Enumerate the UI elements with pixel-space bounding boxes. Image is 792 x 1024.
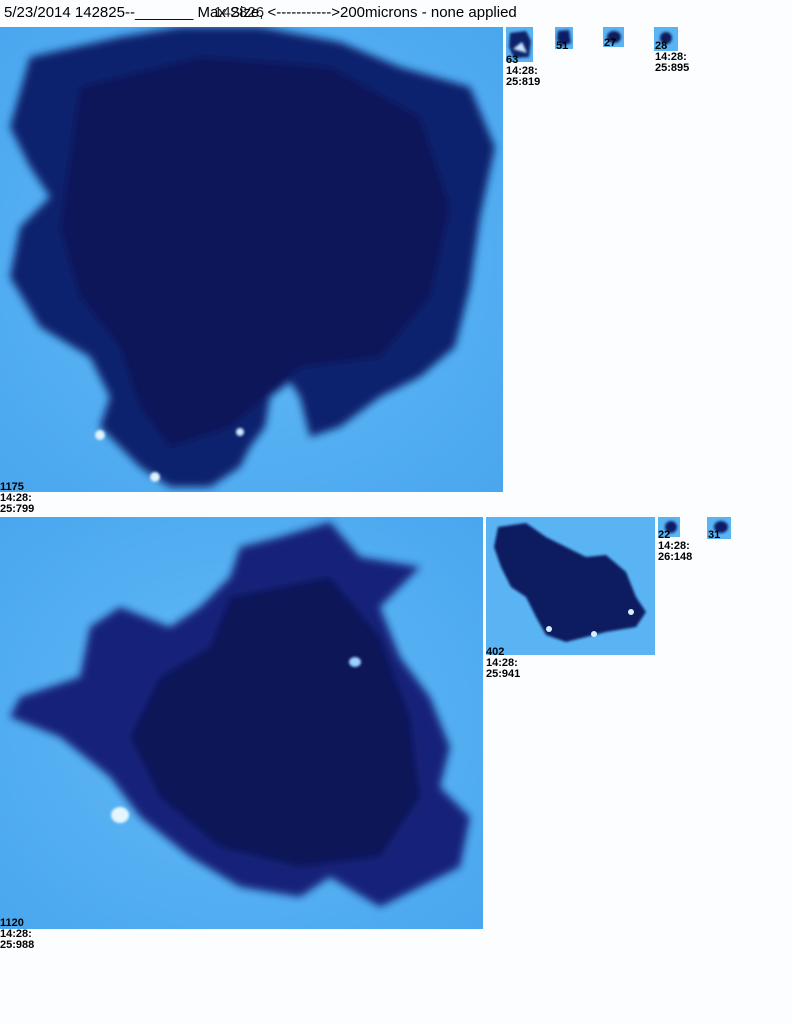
particle-image-22 (658, 517, 680, 537)
particle-image-1120 (0, 517, 483, 929)
particle-image-51 (555, 27, 573, 49)
particle-caption-51: 51 (556, 40, 569, 52)
particle-caption-402: 402 14:28: 25:941 (486, 646, 521, 680)
particle-image-63 (506, 27, 533, 62)
particle-image-31 (707, 517, 731, 539)
particle-caption-63: 63 14:28: 25:819 (506, 54, 541, 88)
particle-caption-1120: 1120 14:28: 25:988 (0, 917, 35, 951)
particle-caption-22: 22 14:28: 26:148 (658, 529, 693, 563)
particle-image-1175 (0, 27, 503, 492)
particle-caption-27: 27 (604, 37, 617, 49)
particle-caption-31: 31 (708, 529, 721, 541)
header-overlay: 142826 (214, 4, 265, 21)
particle-image-402 (486, 517, 655, 655)
particle-image-27 (603, 27, 624, 47)
particle-image-28 (654, 27, 678, 51)
page-header: 5/23/2014 142825--_______ Max Size, <---… (4, 4, 788, 22)
particle-caption-28: 28 14:28: 25:895 (655, 40, 690, 74)
header-title: 5/23/2014 142825--_______ Max Size, <---… (4, 4, 517, 21)
particle-caption-1175: 1175 14:28: 25:799 (0, 481, 35, 515)
